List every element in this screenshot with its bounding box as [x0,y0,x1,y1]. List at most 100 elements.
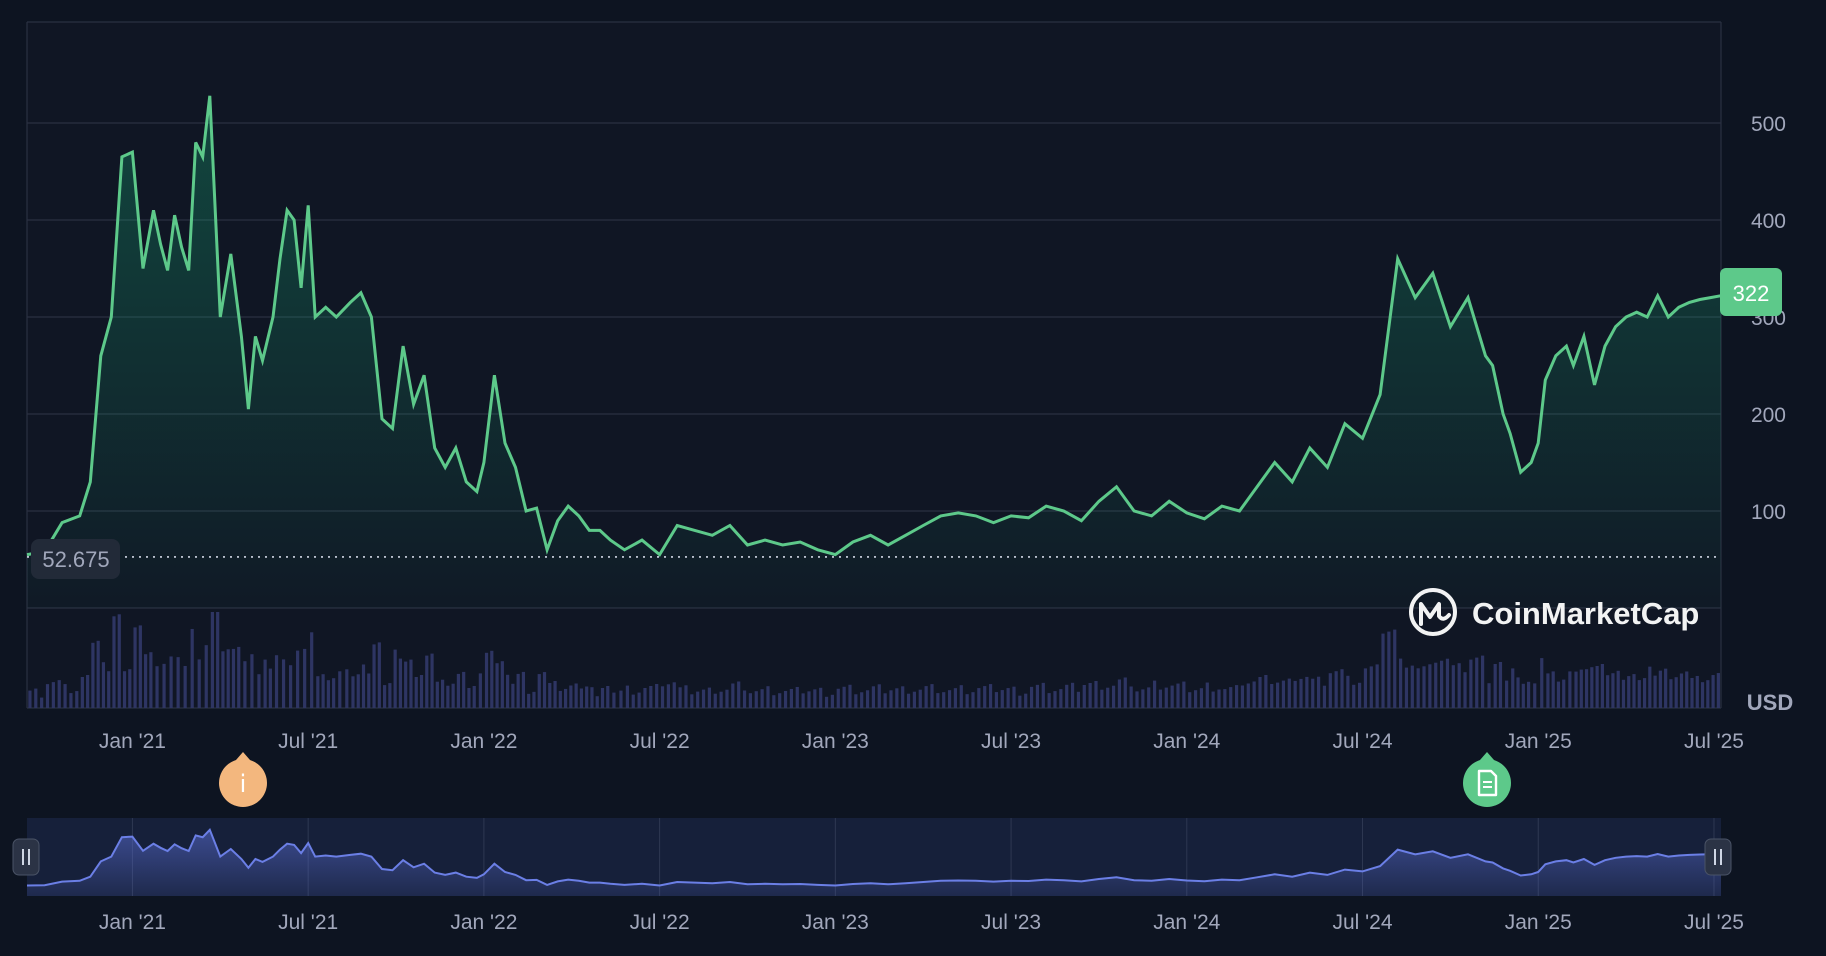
volume-bar [1258,677,1262,708]
volume-bar [51,682,55,708]
volume-bar [506,674,510,708]
navigator-x-tick-label: Jul '25 [1684,911,1744,934]
info-icon: i [240,770,247,798]
volume-bar [1311,678,1315,708]
volume-bar [1540,658,1544,708]
volume-bar [988,684,993,708]
volume-bar [1205,682,1209,708]
volume-bar [1094,681,1098,708]
volume-bar [162,663,166,708]
volume-bar [748,693,753,708]
x-tick-label: Jul '22 [630,730,690,753]
volume-bar [472,686,476,708]
volume-bar [1299,678,1303,708]
price-area-fill [27,95,1721,609]
volume-bar [871,686,876,708]
volume-bar [440,679,445,708]
volume-bar [409,659,413,708]
volume-bar [122,671,127,708]
volume-bar [1357,682,1362,708]
volume-bar [321,674,325,708]
volume-bar [133,627,137,708]
navigator-right-handle[interactable] [1704,838,1732,876]
volume-bar [138,625,142,708]
volume-bar [40,697,44,708]
volume-bar [169,656,173,708]
x-tick-label: Jul '23 [981,730,1041,753]
volume-bar [1457,663,1461,708]
volume-bar [1211,691,1215,708]
volume-bar [57,680,61,708]
event-marker-info[interactable]: i [219,752,267,807]
volume-bar [889,690,893,708]
volume-bar [1035,684,1040,708]
volume-bar [660,686,665,708]
volume-bar [1606,675,1610,708]
volume-bar [1627,676,1631,708]
volume-bar [383,685,387,708]
x-tick-label: Jan '24 [1153,730,1220,753]
volume-bar [69,693,73,708]
volume-bar [1193,690,1198,708]
volume-bar [1340,669,1344,708]
volume-bar [1711,675,1715,708]
volume-bar [1369,666,1373,708]
volume-bar [655,684,659,708]
volume-bar [906,693,911,708]
volume-bar [1270,684,1274,708]
y-tick-label: 400 [1751,210,1786,233]
volume-bar [842,686,846,708]
event-marker-document[interactable] [1463,752,1511,807]
volume-bar [345,669,349,708]
volume-bar [1669,679,1673,708]
navigator-x-tick-label: Jan '24 [1153,911,1220,934]
volume-bar [865,690,870,708]
volume-bar [1480,655,1485,708]
price-line[interactable] [26,95,1722,557]
volume-bar [316,676,320,708]
volume-bar [117,614,121,708]
volume-bar [326,680,330,708]
volume-bar [149,652,153,708]
volume-bar [1505,680,1509,708]
volume-bar [574,683,578,708]
volume-bar [860,692,864,708]
volume-bar [918,689,922,708]
volume-bar [296,650,300,708]
volume-bar [953,688,958,708]
volume-bar [1404,667,1409,708]
volume-bar [1147,687,1151,708]
volume-bar [649,686,653,708]
navigator-x-tick-label: Jan '23 [802,911,869,934]
volume-bar [1252,681,1256,708]
volume-bar [257,674,261,708]
volume-bar [1674,677,1678,708]
volume-bar [398,658,403,708]
volume-bar [1182,681,1186,708]
volume-bar [96,640,100,708]
volume-bar [221,651,225,708]
volume-bar [1152,680,1157,708]
volume-bar [883,693,887,708]
volume-bar [1428,664,1432,708]
volume-bar [1018,695,1022,708]
volume-bar [813,689,817,708]
volume-bar [930,684,934,708]
volume-bar [243,661,247,708]
volume-bar [1533,683,1537,708]
volume-bar [612,692,616,708]
volume-bar [237,646,241,708]
volume-bar [742,690,747,708]
volume-bar [1562,679,1566,708]
volume-bar [643,688,647,708]
navigator-left-handle[interactable] [12,838,40,876]
volume-bar [1451,665,1455,708]
volume-bar [1070,682,1075,708]
navigator[interactable]: Jan '21 Jul '21 Jan '22 Jul '22 Jan '23 Jul '… [12,818,1744,934]
volume-bar [462,671,466,708]
volume-bar [795,686,799,708]
volume-bar [425,655,429,708]
volume-bar [1487,683,1491,708]
